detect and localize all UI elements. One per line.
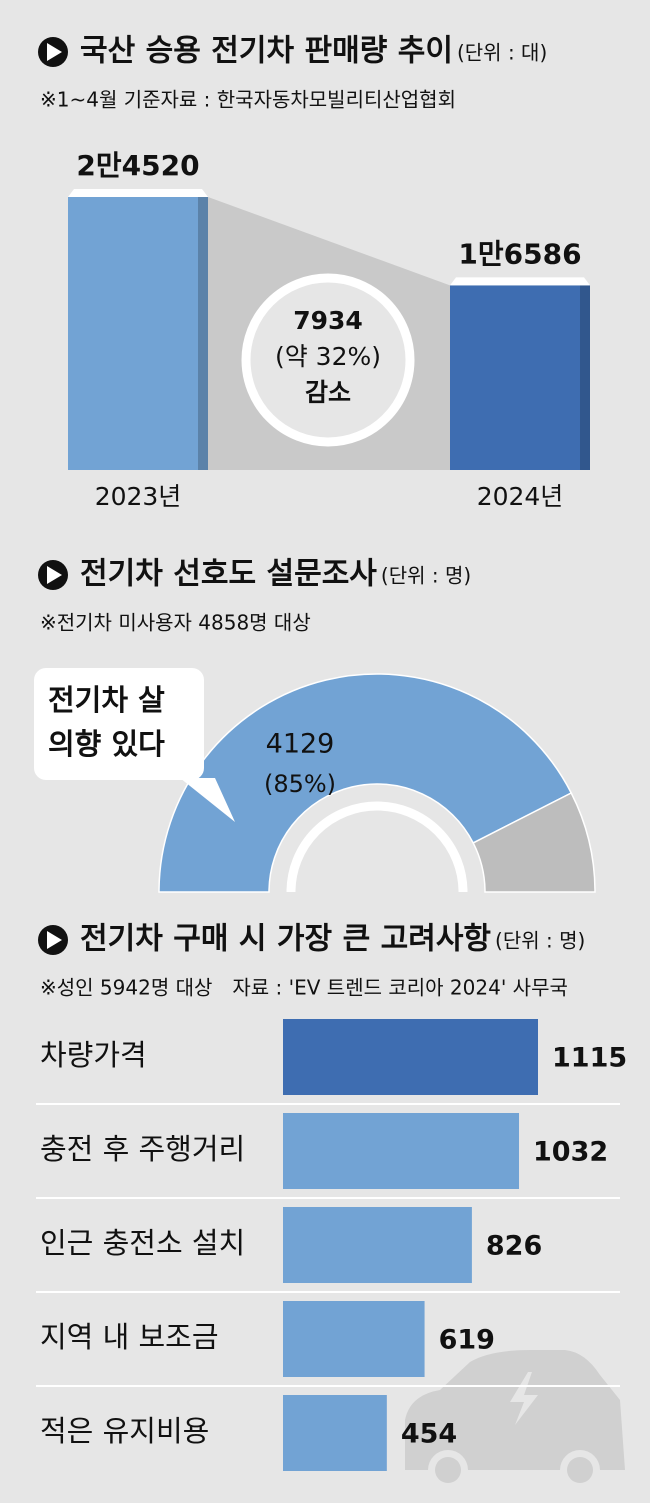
car-icon xyxy=(405,1350,625,1490)
unit-label: (단위 : 명) xyxy=(381,564,471,588)
unit-label: (단위 : 대) xyxy=(457,41,547,65)
category-label: 2023년 xyxy=(95,482,182,511)
value-label: 2만4520 xyxy=(76,149,199,182)
callout-tail xyxy=(180,778,235,822)
value-label: 619 xyxy=(439,1325,495,1356)
value-label: 1032 xyxy=(533,1137,608,1168)
unit-label: (단위 : 명) xyxy=(495,929,585,953)
bar xyxy=(283,1395,387,1471)
pie-segment xyxy=(158,673,573,893)
bar xyxy=(450,285,590,470)
bar xyxy=(283,1113,520,1189)
value-label: 1115 xyxy=(552,1043,627,1074)
note: ※1~4월 기준자료 : 한국자동차모빌리티산업협회 xyxy=(40,88,456,112)
bar-cap xyxy=(450,277,590,286)
annotation: (85%) xyxy=(264,770,336,798)
section-title: 전기차 선호도 설문조사 xyxy=(80,557,377,592)
inner-ring xyxy=(286,801,468,893)
annotation: (약 32%) xyxy=(275,342,381,371)
note: ※전기차 미사용자 4858명 대상 xyxy=(40,611,311,635)
badge-ring xyxy=(241,273,415,447)
bar xyxy=(283,1019,538,1095)
category-label: 지역 내 보조금 xyxy=(40,1320,219,1354)
bar-cap xyxy=(68,189,208,197)
annotation: 7934 xyxy=(293,306,363,335)
note: ※성인 5942명 대상 xyxy=(40,976,212,1000)
category-label: 2024년 xyxy=(477,482,564,511)
value-label: 826 xyxy=(486,1231,542,1262)
callout-label: 전기차 살 의향 있다 xyxy=(48,683,165,761)
bar xyxy=(283,1207,472,1283)
category-label: 충전 후 주행거리 xyxy=(40,1132,245,1166)
title-icon-arrow xyxy=(47,566,62,584)
bar-edge xyxy=(580,285,590,470)
annotation: 감소 xyxy=(305,378,351,407)
title-icon-arrow xyxy=(47,43,62,61)
category-label: 인근 충전소 설치 xyxy=(40,1226,245,1260)
value-label: 1만6586 xyxy=(458,237,581,270)
section-title: 국산 승용 전기차 판매량 추이 xyxy=(80,34,453,69)
value-label: 454 xyxy=(401,1419,457,1450)
title-icon-arrow xyxy=(47,931,62,949)
callout-box: 전기차 살 의향 있다 xyxy=(34,668,204,780)
category-label: 차량가격 xyxy=(40,1038,147,1072)
bar xyxy=(283,1301,425,1377)
pie-segment xyxy=(472,791,596,893)
bar xyxy=(68,197,208,470)
category-label: 적은 유지비용 xyxy=(40,1414,209,1448)
source: 자료 : 'EV 트렌드 코리아 2024' 사무국 xyxy=(232,976,568,1000)
section-title: 전기차 구매 시 가장 큰 고려사항 xyxy=(80,922,491,957)
bar-edge xyxy=(198,197,208,470)
value-label: 4129 xyxy=(266,729,335,760)
